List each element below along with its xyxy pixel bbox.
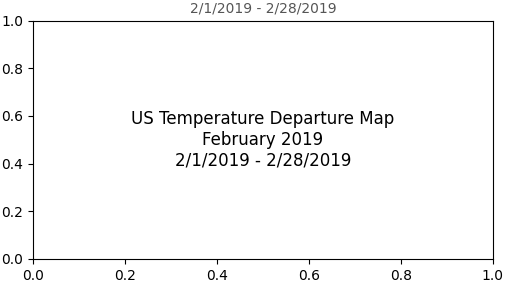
Title: 2/1/2019 - 2/28/2019: 2/1/2019 - 2/28/2019 [189, 1, 336, 15]
Text: US Temperature Departure Map
February 2019
2/1/2019 - 2/28/2019: US Temperature Departure Map February 20… [131, 110, 394, 170]
